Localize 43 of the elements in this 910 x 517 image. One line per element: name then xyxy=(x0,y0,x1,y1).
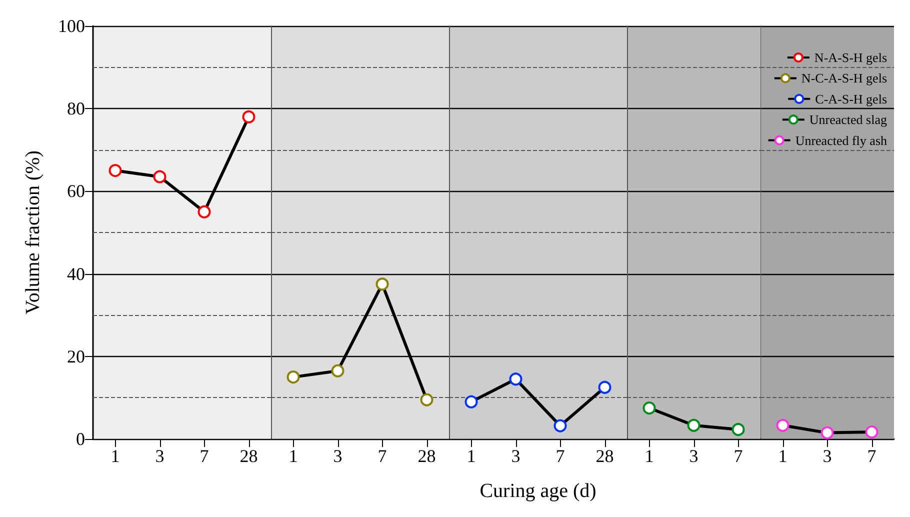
point xyxy=(554,419,567,432)
x-axis-title: Curing age (d) xyxy=(480,480,596,502)
point xyxy=(108,164,122,178)
point xyxy=(153,170,166,184)
x-tick-label: 28 xyxy=(240,446,258,466)
x-tick-label: 1 xyxy=(466,446,476,466)
x-tick-label: 7 xyxy=(867,446,876,466)
point xyxy=(331,364,344,378)
x-tick-label: 3 xyxy=(822,446,832,466)
legend-label: C-A-S-H gels xyxy=(815,91,888,106)
x-tick-label: 3 xyxy=(333,446,342,466)
x-tick-label: 1 xyxy=(110,446,120,466)
point xyxy=(464,395,478,408)
legend-label: Unreacted slag xyxy=(809,112,888,128)
point xyxy=(509,372,522,386)
legend-label: N-C-A-S-H gels xyxy=(801,70,888,86)
x-tick-label: 3 xyxy=(689,446,698,466)
point xyxy=(198,205,211,218)
y-axis-title: Volume fraction (%) xyxy=(22,150,44,315)
x-tick-label: 1 xyxy=(288,446,298,466)
y-tick-label: 0 xyxy=(76,429,85,449)
y-tick-label: 60 xyxy=(67,181,85,202)
x-tick-label: 1 xyxy=(644,446,654,466)
point xyxy=(242,110,256,124)
x-tick-label: 28 xyxy=(418,446,436,466)
point xyxy=(598,380,612,394)
point xyxy=(420,393,434,406)
x-tick-label: 3 xyxy=(511,446,520,466)
legend-label: Unreacted fly ash xyxy=(795,132,888,148)
y-tick-label: 20 xyxy=(67,346,85,366)
x-tick-label: 7 xyxy=(556,446,565,466)
x-tick-label: 28 xyxy=(596,446,614,466)
x-tick-label: 7 xyxy=(378,446,387,466)
point xyxy=(286,370,300,384)
legend-label: N-A-S-H gels xyxy=(814,50,888,65)
x-tick-label: 7 xyxy=(200,446,209,466)
x-tick-label: 1 xyxy=(778,446,788,466)
y-tick-label: 80 xyxy=(67,98,85,119)
x-tick-label: 7 xyxy=(734,446,743,466)
point xyxy=(376,278,389,291)
y-tick-label: 40 xyxy=(67,264,85,284)
y-tick-label: 100 xyxy=(58,16,85,36)
x-tick-label: 3 xyxy=(155,446,164,466)
